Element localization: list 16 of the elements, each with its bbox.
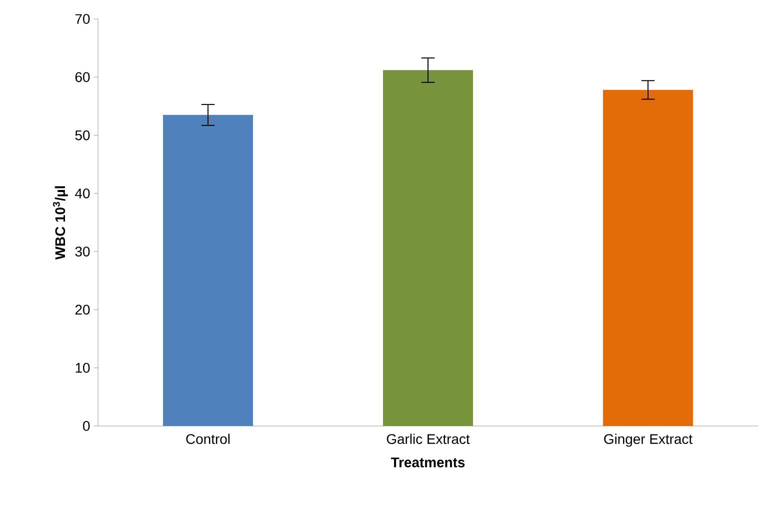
bar [383, 70, 474, 426]
y-tick-label: 10 [76, 362, 90, 373]
y-tick-label: 0 [83, 421, 90, 431]
y-tick-label: 60 [75, 72, 90, 82]
x-tick-label: Ginger Extract [604, 434, 692, 447]
x-tick-label: Control [186, 434, 230, 444]
x-axis-title: Treatments [390, 458, 465, 468]
x-tick-label: Garlic Extract [386, 434, 470, 444]
y-tick-label: 30 [75, 246, 90, 256]
bar [603, 90, 694, 426]
y-tick-label: 50 [75, 130, 90, 140]
y-tick-label: 70 [75, 14, 90, 24]
y-tick-label: 20 [75, 304, 90, 315]
y-tick-label: 40 [75, 188, 90, 198]
y-axis-title: WBC 10$^{3}$/µl [52, 186, 68, 260]
bar [163, 114, 254, 426]
